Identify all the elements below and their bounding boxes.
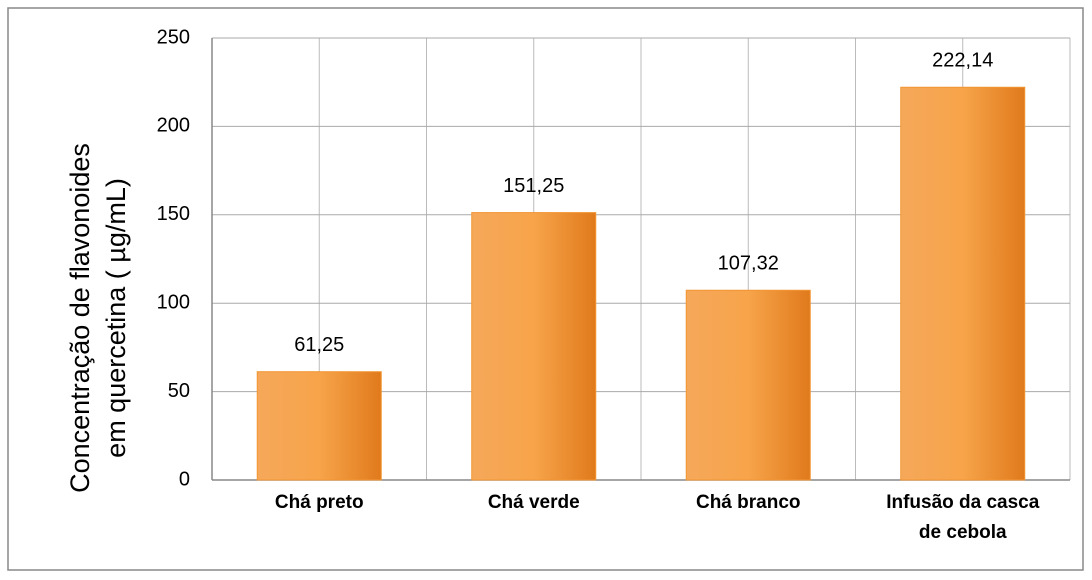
y-tick-label: 100	[157, 291, 190, 313]
y-tick-label: 150	[157, 203, 190, 225]
x-tick-label: Infusão da casca de cebola	[886, 492, 1040, 543]
bar	[471, 212, 597, 481]
y-axis-label: Concentração de flavonoides	[65, 143, 95, 493]
y-tick-label: 200	[157, 115, 190, 137]
bar	[900, 86, 1026, 481]
x-tick-label: Chá verde	[487, 492, 580, 513]
data-label: 151,25	[503, 175, 564, 197]
y-tick-label: 250	[157, 26, 190, 48]
y-axis-label: em quercetina ( µg/mL)	[101, 178, 131, 458]
bar	[685, 289, 811, 481]
bar	[256, 371, 382, 481]
x-tick-label: Chá preto	[274, 492, 364, 513]
x-tick-label: Chá branco	[695, 492, 801, 513]
data-label: 61,25	[294, 334, 344, 356]
data-label: 107,32	[718, 253, 779, 275]
chart-border	[7, 7, 1084, 571]
y-tick-label: 0	[179, 468, 190, 490]
data-label: 222,14	[932, 50, 993, 72]
y-tick-label: 50	[168, 380, 190, 402]
